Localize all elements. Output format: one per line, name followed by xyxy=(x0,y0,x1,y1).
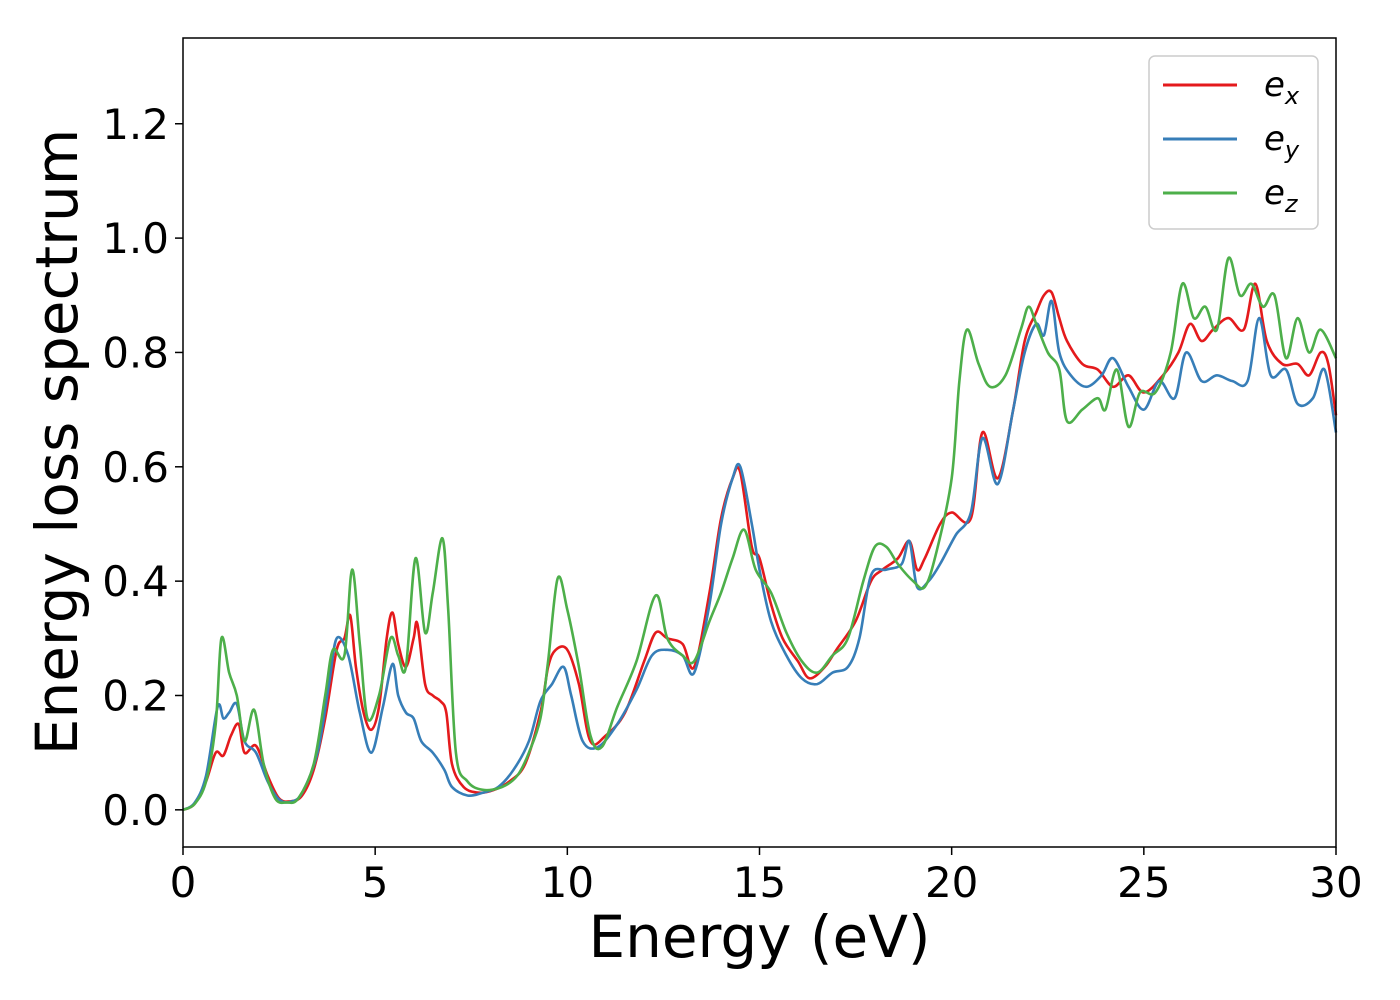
x-tick-label: 0 xyxy=(170,858,197,907)
y-tick-label: 0.2 xyxy=(102,671,169,720)
x-tick-label: 20 xyxy=(925,858,978,907)
x-tick-label: 15 xyxy=(733,858,786,907)
x-tick-label: 10 xyxy=(541,858,594,907)
legend-label-x: ex xyxy=(1264,65,1300,110)
y-tick-label: 0.4 xyxy=(102,557,169,606)
legend-box xyxy=(1148,55,1319,230)
x-tick-label: 30 xyxy=(1309,858,1362,907)
series-layer xyxy=(182,256,1338,812)
series-line-y xyxy=(182,299,1338,811)
y-axis-title: Energy loss spectrum xyxy=(23,129,91,755)
x-tick-label: 25 xyxy=(1117,858,1170,907)
y-tick-label: 0.6 xyxy=(102,443,169,492)
y-tick-label: 0.8 xyxy=(102,328,169,377)
y-tick-label: 1.2 xyxy=(102,100,169,149)
y-tick-label: 0.0 xyxy=(102,786,169,835)
y-tick-label: 1.0 xyxy=(102,214,169,263)
series-line-x xyxy=(182,282,1338,812)
legend-label-y: ey xyxy=(1264,119,1300,164)
ticks-layer: 0 5 10 15 20 25 30 0.0 0.2 0.4 0.6 0.8 1.0 1.2 xyxy=(102,100,1363,907)
legend: ex ey ez xyxy=(1148,55,1319,230)
x-axis-title: Energy (eV) xyxy=(588,903,930,971)
series-line-z xyxy=(182,256,1338,812)
x-tick-label: 5 xyxy=(362,858,389,907)
legend-label-z: ez xyxy=(1264,173,1299,218)
